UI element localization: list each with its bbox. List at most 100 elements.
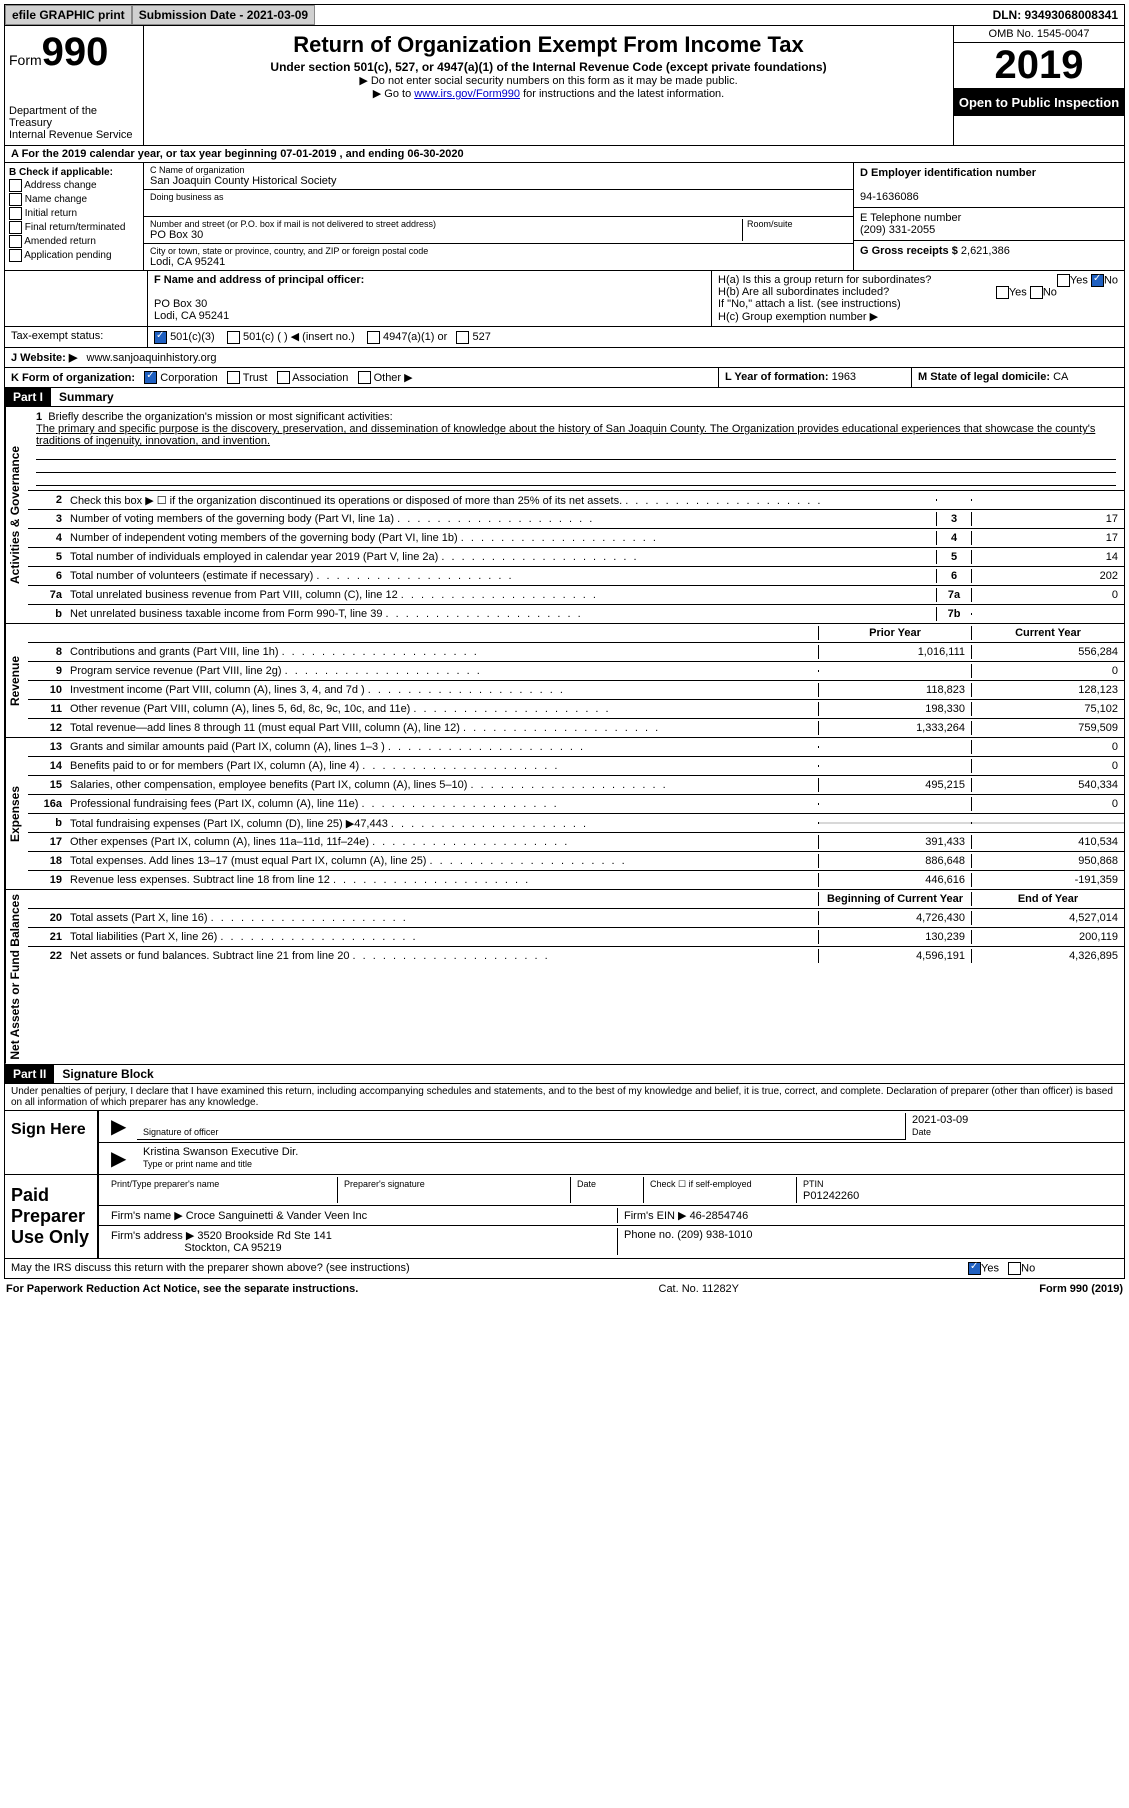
discuss-no[interactable] (1008, 1262, 1021, 1275)
form-header: Form990 Department of the Treasury Inter… (4, 26, 1125, 146)
part1-header: Part I Summary (4, 388, 1125, 407)
sign-arrow-icon: ▶ (105, 1113, 137, 1140)
penalty-statement: Under penalties of perjury, I declare th… (4, 1084, 1125, 1111)
gov-line-b: b Net unrelated business taxable income … (28, 605, 1124, 623)
netassets-section: Net Assets or Fund Balances Beginning of… (4, 890, 1125, 1065)
ha-yes[interactable] (1057, 274, 1070, 287)
revenue-label: Revenue (5, 624, 28, 737)
sign-here-block: Sign Here ▶ Signature of officer 2021-03… (4, 1111, 1125, 1175)
governance-label: Activities & Governance (5, 407, 28, 623)
tax-year: 2019 (954, 43, 1124, 89)
dept-treasury: Department of the Treasury Internal Reve… (9, 105, 139, 141)
sig-officer-label: Signature of officer (143, 1127, 218, 1137)
paid-preparer-block: Paid Preparer Use Only Print/Type prepar… (4, 1175, 1125, 1259)
boy-header: Beginning of Current Year (818, 892, 971, 906)
discuss-row: May the IRS discuss this return with the… (4, 1259, 1125, 1279)
state-domicile: CA (1053, 371, 1068, 383)
gov-line-4: 4 Number of independent voting members o… (28, 529, 1124, 548)
firm-addr2: Stockton, CA 95219 (184, 1242, 281, 1254)
check-final-return[interactable] (9, 221, 22, 234)
gov-line-3: 3 Number of voting members of the govern… (28, 510, 1124, 529)
line-b: b Total fundraising expenses (Part IX, c… (28, 814, 1124, 833)
row-a-period: A For the 2019 calendar year, or tax yea… (4, 146, 1125, 163)
line-17: 17 Other expenses (Part IX, column (A), … (28, 833, 1124, 852)
sign-date: 2021-03-09 (912, 1114, 968, 1126)
check-other[interactable] (358, 371, 371, 384)
check-association[interactable] (277, 371, 290, 384)
check-corporation[interactable] (144, 371, 157, 384)
self-employed-check[interactable]: Check ☐ if self-employed (650, 1179, 752, 1189)
org-city: Lodi, CA 95241 (150, 256, 847, 268)
tel-label: E Telephone number (860, 212, 961, 224)
b-title: B Check if applicable: (9, 167, 113, 178)
org-address: PO Box 30 (150, 229, 742, 241)
ha-no[interactable] (1091, 274, 1104, 287)
line-19: 19 Revenue less expenses. Subtract line … (28, 871, 1124, 889)
check-amended-return[interactable] (9, 235, 22, 248)
hb-yes[interactable] (996, 286, 1009, 299)
eoy-header: End of Year (971, 892, 1124, 906)
discuss-yes[interactable] (968, 1262, 981, 1275)
room-label: Room/suite (747, 219, 847, 229)
row-i-tax-exempt: Tax-exempt status: 501(c)(3) 501(c) ( ) … (4, 327, 1125, 348)
form-subtitle: Under section 501(c), 527, or 4947(a)(1)… (148, 60, 949, 74)
submission-date: Submission Date - 2021-03-09 (132, 5, 315, 25)
prep-name-label: Print/Type preparer's name (111, 1179, 219, 1189)
section-bcd: B Check if applicable: Address change Na… (4, 163, 1125, 271)
form-word: Form (9, 52, 42, 68)
open-public: Open to Public Inspection (954, 89, 1124, 116)
line-16a: 16a Professional fundraising fees (Part … (28, 795, 1124, 814)
form-title: Return of Organization Exempt From Incom… (148, 32, 949, 58)
c-name-label: C Name of organization (150, 165, 847, 175)
line-15: 15 Salaries, other compensation, employe… (28, 776, 1124, 795)
ssn-note: ▶ Do not enter social security numbers o… (148, 74, 949, 87)
expenses-section: Expenses 13 Grants and similar amounts p… (4, 738, 1125, 890)
col-c-org-info: C Name of organization San Joaquin Count… (144, 163, 853, 270)
firm-phone: (209) 938-1010 (677, 1229, 752, 1241)
top-bar: efile GRAPHIC print Submission Date - 20… (4, 4, 1125, 26)
check-527[interactable] (456, 331, 469, 344)
check-name-change[interactable] (9, 193, 22, 206)
gov-line-6: 6 Total number of volunteers (estimate i… (28, 567, 1124, 586)
org-name: San Joaquin County Historical Society (150, 175, 847, 187)
sign-here-label: Sign Here (5, 1111, 99, 1174)
check-501c3[interactable] (154, 331, 167, 344)
current-year-header: Current Year (971, 626, 1124, 640)
check-initial-return[interactable] (9, 207, 22, 220)
check-trust[interactable] (227, 371, 240, 384)
gov-line-5: 5 Total number of individuals employed i… (28, 548, 1124, 567)
sign-arrow-icon-2: ▶ (105, 1145, 137, 1172)
line-11: 11 Other revenue (Part VIII, column (A),… (28, 700, 1124, 719)
footer: For Paperwork Reduction Act Notice, see … (4, 1279, 1125, 1299)
netassets-label: Net Assets or Fund Balances (5, 890, 28, 1064)
firm-name: Croce Sanguinetti & Vander Veen Inc (186, 1210, 367, 1222)
col-d-ein-tel: D Employer identification number 94-1636… (853, 163, 1124, 270)
gov-line-2: 2 Check this box ▶ ☐ if the organization… (28, 491, 1124, 510)
firm-ein: 46-2854746 (690, 1210, 749, 1222)
check-501c[interactable] (227, 331, 240, 344)
hb-no[interactable] (1030, 286, 1043, 299)
dba-label: Doing business as (150, 192, 847, 202)
efile-print-button[interactable]: efile GRAPHIC print (5, 5, 132, 25)
line-10: 10 Investment income (Part VIII, column … (28, 681, 1124, 700)
line-13: 13 Grants and similar amounts paid (Part… (28, 738, 1124, 757)
gross-value: 2,621,386 (961, 245, 1010, 257)
prep-sig-label: Preparer's signature (344, 1179, 425, 1189)
irs-link[interactable]: www.irs.gov/Form990 (414, 88, 520, 100)
line-9: 9 Program service revenue (Part VIII, li… (28, 662, 1124, 681)
check-4947[interactable] (367, 331, 380, 344)
line-8: 8 Contributions and grants (Part VIII, l… (28, 643, 1124, 662)
addr-label: Number and street (or P.O. box if mail i… (150, 219, 742, 229)
expenses-label: Expenses (5, 738, 28, 889)
mission-label: Briefly describe the organization's miss… (48, 411, 392, 423)
ptin-value: P01242260 (803, 1190, 859, 1202)
paid-preparer-label: Paid Preparer Use Only (5, 1175, 99, 1258)
cat-no: Cat. No. 11282Y (358, 1283, 1039, 1295)
check-application-pending[interactable] (9, 249, 22, 262)
line-22: 22 Net assets or fund balances. Subtract… (28, 947, 1124, 965)
h-group: H(a) Is this a group return for subordin… (712, 271, 1124, 326)
form-number: 990 (42, 30, 109, 74)
f-officer: F Name and address of principal officer:… (148, 271, 712, 326)
check-address-change[interactable] (9, 179, 22, 192)
dln: DLN: 93493068008341 (987, 6, 1124, 24)
